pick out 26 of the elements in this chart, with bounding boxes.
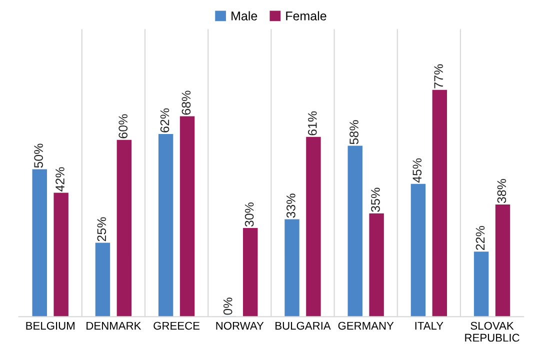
data-label: 60% xyxy=(118,114,128,138)
data-label: 61% xyxy=(308,111,317,136)
x-tick-label: ITALY xyxy=(415,322,444,330)
x-tick-label: DENMARK xyxy=(86,322,142,330)
data-label: 68% xyxy=(182,90,191,115)
data-label: 35% xyxy=(371,188,380,212)
data-label: 22% xyxy=(476,226,485,250)
x-tick-label: GERMANY xyxy=(338,322,394,330)
data-label: 33% xyxy=(286,194,296,218)
data-label: 50% xyxy=(34,144,43,168)
x-tick-label: BULGARIA xyxy=(276,322,331,330)
legend-label: Male xyxy=(232,11,258,20)
data-label: 62% xyxy=(160,108,170,132)
data-label: 30% xyxy=(244,202,254,227)
data-label: 25% xyxy=(97,217,106,242)
data-label: 77% xyxy=(434,64,443,88)
data-label: 0% xyxy=(223,298,232,315)
x-tick-label: NORWAY xyxy=(216,322,264,330)
x-tick-label: BELGIUM xyxy=(26,322,74,330)
data-label: 58% xyxy=(350,120,358,144)
legend-label: Female xyxy=(286,11,326,20)
x-tick-label: SLOVAK REPUBLIC xyxy=(465,322,520,342)
x-tick-label: GREECE xyxy=(154,322,200,330)
data-label: 42% xyxy=(56,167,64,192)
data-label: 45% xyxy=(412,158,422,183)
data-label: 38% xyxy=(497,178,506,204)
